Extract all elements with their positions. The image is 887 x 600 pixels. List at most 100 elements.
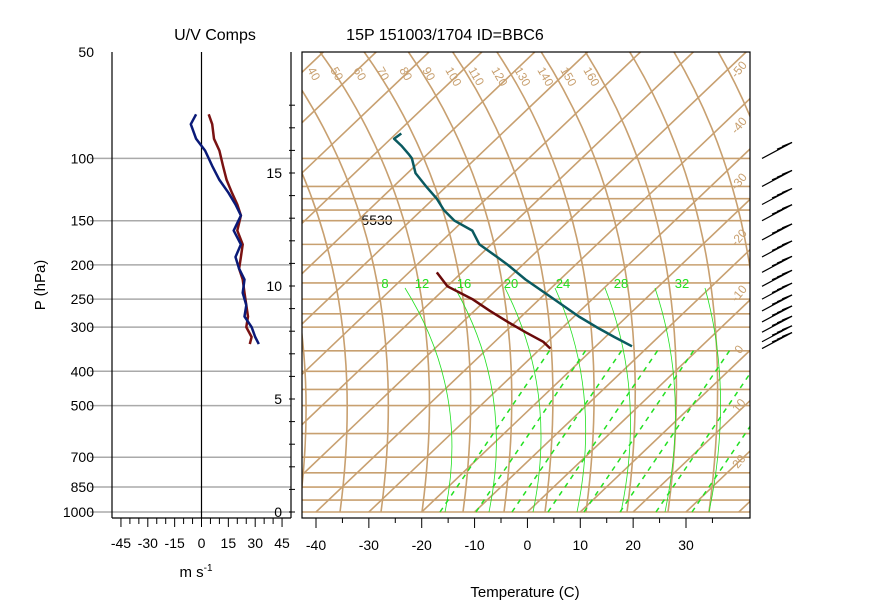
- wind-barb-flag: [771, 261, 783, 267]
- wind-barb-flag: [781, 223, 793, 229]
- moist-adiabat: [654, 287, 676, 513]
- pressure-tick-label: 700: [71, 449, 95, 465]
- temperature-tick-label: -30: [359, 537, 379, 553]
- wind-barb-flag: [776, 206, 788, 212]
- pressure-tick-label: 1000: [63, 504, 94, 520]
- uv-x-tick-label: 45: [274, 535, 290, 551]
- dry-adiabat-label: 90: [419, 65, 438, 84]
- temperature-tick-label: -10: [464, 537, 484, 553]
- temperature-tick-label: -20: [412, 537, 432, 553]
- dry-adiabat: [451, 52, 554, 513]
- wind-barb: [761, 315, 793, 333]
- dry-adiabat: [540, 52, 637, 513]
- moist-adiabat-label: 16: [457, 276, 471, 291]
- wind-barb: [761, 204, 793, 222]
- height-tick-label: 0: [274, 504, 282, 520]
- wind-barb-flag: [771, 310, 783, 316]
- wind-barb-flag: [771, 330, 783, 336]
- wind-barb-flag: [776, 258, 788, 264]
- skewt-x-axis-label: Temperature (C): [470, 584, 579, 600]
- mixing-ratio-line: [691, 425, 750, 513]
- isotherm: [302, 52, 483, 225]
- moist-adiabat: [404, 287, 453, 513]
- dry-adiabat-label: 70: [373, 65, 392, 84]
- wind-barb-flag: [781, 255, 793, 261]
- pressure-tick-label: 400: [71, 363, 95, 379]
- wind-barbs: [761, 141, 793, 350]
- uv-x-axis-exponent: -1: [204, 563, 213, 574]
- wind-barb-flag: [781, 204, 793, 210]
- pressure-tick-label: 200: [71, 257, 95, 273]
- wind-barb-flag: [781, 240, 793, 246]
- pressure-tick-label: 850: [71, 479, 95, 495]
- temperature-line: [392, 132, 633, 348]
- isotherm: [302, 52, 694, 426]
- pressure-tick-label: 50: [78, 44, 94, 60]
- moist-adiabat-label: 24: [556, 276, 570, 291]
- isotherm-label: -30: [728, 170, 750, 193]
- moist-adiabat-label: 28: [614, 276, 628, 291]
- wind-barb: [761, 169, 793, 187]
- dry-adiabat: [302, 89, 390, 513]
- uv-x-axis-label: m s-1: [179, 563, 213, 581]
- dry-adiabat-label: 40: [304, 65, 323, 84]
- dewpoint-line: [435, 271, 552, 350]
- mixing-ratio-line: [583, 349, 695, 513]
- dry-adiabat: [302, 328, 307, 494]
- wind-barb: [761, 187, 793, 206]
- height-tick-label: 15: [266, 165, 282, 181]
- skewt-panel-title: 15P 151003/1704 ID=BBC6: [346, 27, 544, 44]
- wind-barb: [761, 141, 793, 159]
- pressure-tick-label: 500: [71, 398, 95, 414]
- isotherm: [302, 52, 641, 376]
- temperature-tick-label: -40: [306, 537, 326, 553]
- isotherm-label: 0: [731, 342, 746, 356]
- height-tick-label: 10: [266, 278, 282, 294]
- mixing-ratio-line: [511, 349, 623, 513]
- isotherm: [632, 399, 750, 513]
- dry-adiabat: [717, 52, 750, 119]
- wind-barb-staff: [761, 141, 793, 159]
- uv-x-tick-label: 30: [247, 535, 263, 551]
- wind-barb-flag: [776, 318, 788, 324]
- uv-gridlines: [90, 157, 291, 513]
- moist-adiabat-label: 12: [415, 276, 429, 291]
- isotherm: [579, 349, 750, 513]
- uv-x-tick-label: -15: [165, 535, 185, 551]
- wind-barb-flag: [776, 334, 788, 340]
- isotherm: [368, 147, 750, 513]
- dry-adiabat: [318, 52, 431, 513]
- uv-x-tick-label: -45: [111, 535, 131, 551]
- temperature-tick-label: 10: [572, 537, 588, 553]
- isotherm-label: -10: [728, 282, 750, 305]
- dry-adiabat-label: 130: [511, 65, 533, 90]
- wind-barb-flag: [776, 285, 788, 291]
- wind-barb: [761, 325, 793, 343]
- pressure-tick-label: 300: [71, 319, 95, 335]
- wind-barb-flag: [771, 321, 783, 327]
- wind-barb-flag: [781, 169, 793, 175]
- skewt-series-group: [392, 132, 633, 350]
- pressure-tick-label: 150: [71, 213, 95, 229]
- dry-adiabat: [628, 52, 719, 513]
- dry-adiabat: [738, 12, 841, 512]
- isotherm: [526, 298, 750, 513]
- dry-adiabat: [108, 12, 265, 512]
- wind-barb: [761, 332, 793, 350]
- isotherm: [302, 52, 430, 175]
- moist-adiabat: [604, 287, 631, 513]
- wind-barb-flag: [776, 308, 788, 314]
- moist-adiabat: [704, 287, 721, 513]
- isotherm: [738, 500, 750, 513]
- moist-adiabat-label: 32: [675, 276, 689, 291]
- wind-barb-flag: [771, 287, 783, 294]
- wind-barb-flag: [776, 243, 788, 249]
- moist-adiabat: [554, 287, 587, 513]
- wind-barb-flag: [771, 245, 783, 251]
- wind-barb-flag: [776, 172, 788, 178]
- uv-x-tick-label: -30: [138, 535, 158, 551]
- wind-barb: [761, 282, 793, 300]
- moist-adiabat-label: 8: [381, 276, 388, 291]
